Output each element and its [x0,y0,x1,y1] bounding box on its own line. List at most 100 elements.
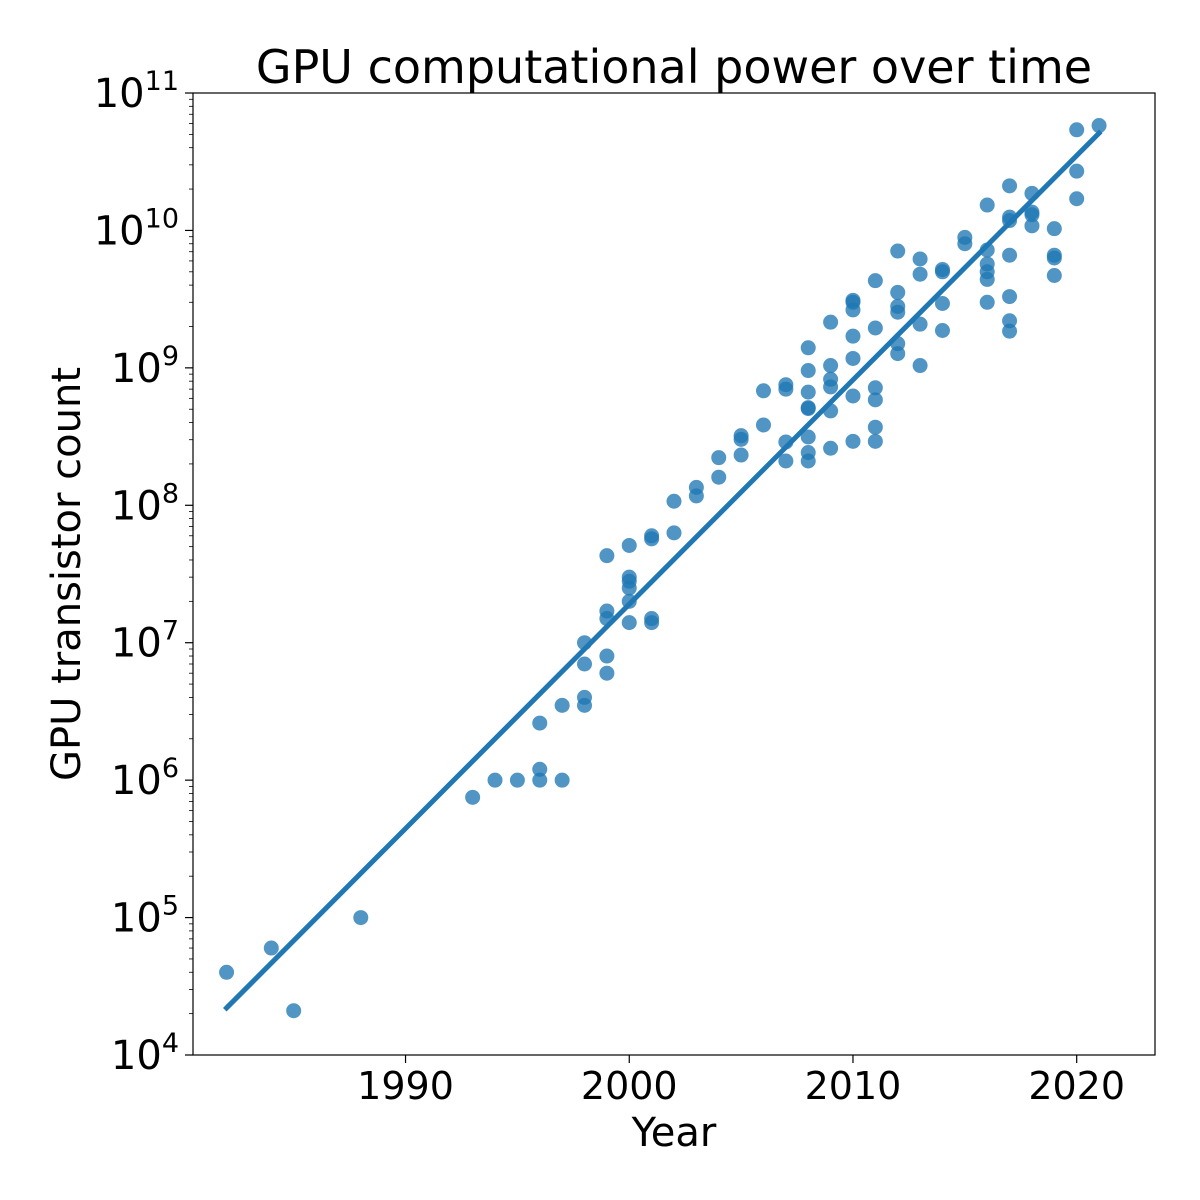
data-point [688,479,704,495]
data-point [509,772,525,788]
data-point [912,266,928,282]
data-point [353,910,369,926]
data-point [934,295,950,311]
data-point [599,648,615,664]
data-point [263,940,279,956]
y-tick-label: 108 [111,478,179,529]
data-point [1069,122,1085,138]
data-point [867,273,883,289]
data-point [1046,221,1062,237]
data-point [957,229,973,245]
y-tick-label: 109 [111,341,179,392]
data-point [644,528,660,544]
data-point [755,417,771,433]
data-point [845,328,861,344]
data-point [845,388,861,404]
data-point [666,493,682,509]
data-point [823,358,839,374]
data-point [800,384,816,400]
data-point [599,603,615,619]
data-point [867,433,883,449]
data-point [1046,267,1062,283]
data-point [867,392,883,408]
data-point [800,363,816,379]
data-point [1091,118,1107,134]
data-point [755,383,771,399]
data-point [867,419,883,435]
y-tick-label: 105 [111,891,179,942]
data-point [845,350,861,366]
data-point [532,772,548,788]
data-point [934,322,950,338]
data-point [823,440,839,456]
scatter-points [219,118,1107,1019]
y-tick-label: 107 [111,616,179,667]
data-point [1002,247,1018,263]
y-axis-label: GPU transistor count [44,367,90,781]
data-point [711,469,727,485]
data-point [1002,289,1018,305]
data-point [621,537,637,553]
data-point [912,316,928,332]
data-point [845,292,861,308]
plot-frame [192,92,1156,1056]
data-point [890,298,906,314]
trend-line-group [223,129,1103,1012]
data-point [778,377,794,393]
y-tick-label: 104 [111,1028,179,1079]
x-tick-label: 1990 [357,1064,454,1108]
data-point [890,284,906,300]
data-point [912,358,928,374]
axis-ticks: 1990 2000 2010 2020 104 105 106 107 108 109 1010 10… [94,66,1125,1108]
data-point [800,340,816,356]
data-point [979,197,995,213]
data-point [890,243,906,259]
x-tick-label: 2020 [1028,1064,1125,1108]
data-point [532,715,548,731]
data-point [800,429,816,445]
data-point [599,548,615,564]
data-point [666,525,682,541]
data-point [1024,218,1040,234]
data-point [845,433,861,449]
data-point [1002,323,1018,339]
data-point [1024,204,1040,220]
data-point [979,294,995,310]
data-point [912,251,928,267]
data-point [733,428,749,444]
data-point [621,615,637,631]
data-point [644,611,660,627]
data-point [1002,178,1018,194]
data-point [1046,247,1062,263]
data-point [778,453,794,469]
x-tick-label: 2010 [805,1064,902,1108]
data-point [823,371,839,387]
chart-title: GPU computational power over time [256,40,1092,94]
y-tick-label: 1011 [94,66,179,117]
y-tick-label: 1010 [94,203,179,254]
data-point [800,445,816,461]
data-point [1069,163,1085,179]
data-point [1069,191,1085,207]
data-point [599,665,615,681]
data-point [532,761,548,777]
data-point [867,380,883,396]
data-point [465,789,481,805]
data-point [733,447,749,463]
x-axis-label: Year [631,1110,717,1156]
data-point [577,689,593,705]
data-point [867,320,883,336]
data-point [934,261,950,277]
data-point [286,1003,302,1019]
data-point [823,314,839,330]
trend-line [223,129,1103,1012]
data-point [487,772,503,788]
data-point [979,256,995,272]
x-tick-label: 2000 [581,1064,678,1108]
data-point [711,450,727,466]
y-tick-label: 106 [111,753,179,804]
data-point [554,697,570,713]
data-point [621,569,637,585]
